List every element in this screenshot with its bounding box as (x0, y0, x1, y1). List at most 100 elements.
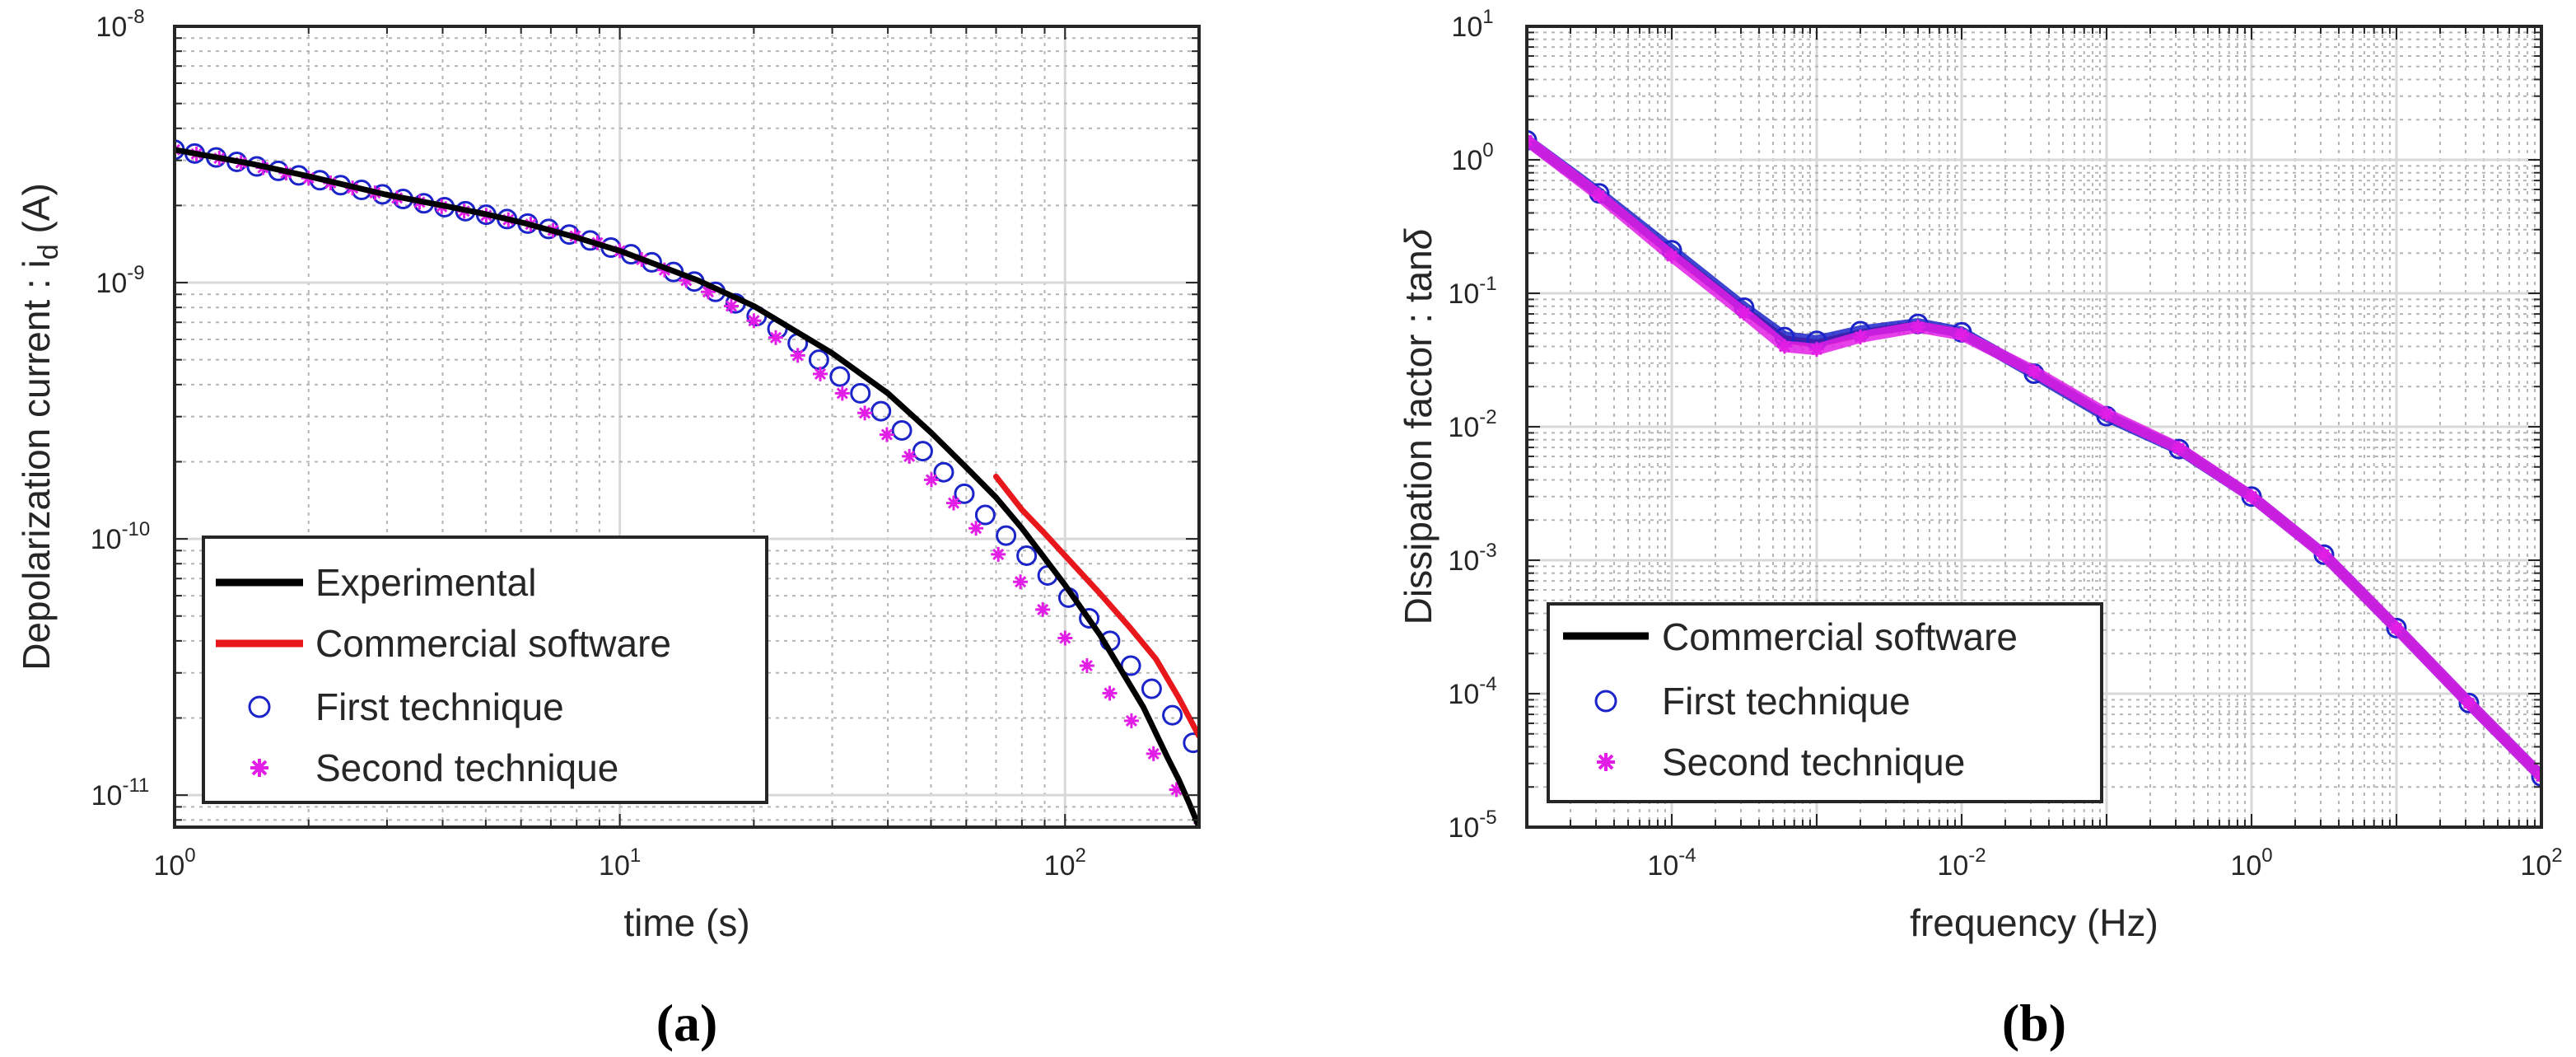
marker-asterisk-second_b (2099, 406, 2114, 422)
asterisk-stroke (725, 300, 738, 312)
series-group-b (1527, 129, 2541, 787)
marker-asterisk-second (813, 366, 828, 381)
asterisk-stroke (1911, 320, 1925, 333)
asterisk-stroke (836, 387, 848, 400)
x-tick-label: 10-4 (1647, 844, 1696, 882)
legend-b-first-swatch (1594, 690, 1617, 713)
y-tick-label-base: 10 (96, 12, 127, 43)
x-tick-label-exp: 2 (1075, 844, 1085, 867)
marker-asterisk-second (1123, 713, 1139, 728)
y-tick-label-base: 10 (1448, 278, 1479, 310)
x-tick-label-base: 10 (153, 850, 184, 882)
legend-b-commercial-label: Commercial software (1662, 615, 2018, 658)
y-tick-label-exp: -4 (1479, 673, 1496, 695)
asterisk-stroke (1527, 138, 1533, 147)
asterisk-stroke (1037, 603, 1049, 615)
marker-asterisk-second (1013, 574, 1029, 590)
y-tick-label-base: 10 (1448, 679, 1479, 710)
legend-b-second-label: Second technique (1662, 741, 1965, 783)
y-tick-label: 10-8 (96, 6, 144, 43)
asterisk-stroke (814, 367, 827, 380)
marker-circle-first (850, 382, 871, 404)
marker-circle-first (1162, 704, 1183, 726)
asterisk-stroke (769, 331, 782, 344)
marker-asterisk-second_b (2389, 620, 2404, 636)
asterisk-stroke (1665, 250, 1678, 262)
asterisk-stroke (1593, 189, 1605, 202)
marker-asterisk-second (946, 495, 961, 511)
marker-asterisk-second (902, 448, 917, 464)
y-tick-label-exp: -2 (1479, 406, 1496, 428)
marker-circle-first_b (2386, 617, 2407, 638)
y-tick-label: 10-3 (1448, 540, 1496, 577)
series-clip-group (175, 139, 1199, 827)
asterisk-stroke (859, 407, 871, 419)
asterisk-stroke (2028, 365, 2040, 377)
x-tick-label-exp: 0 (2261, 844, 2272, 867)
legend-a-commercial-label: Commercial software (315, 622, 671, 665)
asterisk-stroke (1104, 687, 1116, 699)
marker-asterisk-second_b (2026, 363, 2042, 379)
y-tick-label: 100 (1451, 139, 1493, 176)
marker-asterisk-second_b (2461, 695, 2476, 711)
marker-asterisk-second (924, 472, 939, 488)
x-tick-label-base: 10 (2230, 850, 2261, 882)
marker-asterisk-second_b (1527, 133, 1534, 148)
asterisk-stroke (2390, 622, 2403, 634)
asterisk-stroke (1080, 659, 1093, 672)
asterisk-stroke (1527, 134, 1533, 143)
marker-circle-first (954, 483, 975, 504)
panel-b-label: (b) (2002, 994, 2066, 1052)
x-tick-label-exp: 1 (630, 844, 641, 867)
marker-circle-first (808, 349, 829, 371)
y-tick-label-base: 10 (96, 268, 127, 299)
legend-a: Experimental Commercial software First t… (202, 536, 768, 804)
panel-b-chart: 10-4 10-2 100 10210-510-410-310-210-1100101… (1397, 6, 2563, 1052)
marker-asterisk-second (968, 521, 984, 536)
asterisk-stroke (1854, 331, 1867, 344)
y-tick-label: 10-1 (1448, 273, 1496, 310)
marker-asterisk-second (857, 405, 873, 421)
x-tick-label: 100 (153, 844, 195, 882)
series-group-a (175, 139, 1199, 827)
y-tick-label: 10-5 (1448, 807, 1496, 844)
asterisk-stroke (1015, 576, 1027, 588)
asterisk-stroke (970, 522, 982, 535)
marker-asterisk-second (834, 386, 850, 401)
asterisk-stroke (748, 315, 760, 327)
marker-asterisk-second (1146, 746, 1161, 761)
marker-circle-first (1183, 732, 1199, 754)
marker-asterisk-second_b (1853, 330, 1868, 345)
x-tick-label: 100 (2230, 844, 2272, 882)
marker-asterisk-second_b (2534, 769, 2541, 784)
asterisk-stroke (2462, 697, 2475, 709)
marker-asterisk-second_b (1664, 248, 1679, 264)
y-axis-label-a: Depolarization current : id (A) (15, 183, 64, 671)
asterisk-stroke (1125, 714, 1137, 727)
panel-a-label: (a) (656, 994, 718, 1052)
marker-asterisk-second_b (2316, 547, 2331, 563)
y-axis-label-a-main: Depolarization current : i (15, 260, 58, 671)
asterisk-stroke (2317, 549, 2330, 561)
asterisk-stroke (2535, 770, 2541, 779)
marker-asterisk-second_b (1954, 327, 1969, 343)
marker-circle-first (1016, 545, 1038, 566)
y-axis-label-b: Dissipation factor : tanδ (1397, 228, 1440, 624)
series-line-experimental (175, 147, 1199, 827)
y-tick-label-exp: 1 (1482, 6, 1493, 28)
x-tick-label-base: 10 (1647, 850, 1678, 882)
marker-asterisk-second_b (1591, 188, 1607, 203)
legend-b: Commercial software First technique Seco… (1547, 602, 2103, 803)
asterisk-stroke (2245, 490, 2258, 503)
y-axis-label-a-unit: (A) (15, 183, 58, 244)
x-tick-label-exp: -4 (1678, 844, 1696, 867)
legend-b-second-swatch (1597, 753, 1615, 771)
x-tick-label: 101 (599, 844, 641, 882)
marker-circle-first (829, 366, 851, 387)
series-clip-group (1527, 129, 2541, 787)
marker-circle-first (870, 400, 892, 422)
marker-asterisk-second (1057, 630, 1073, 646)
